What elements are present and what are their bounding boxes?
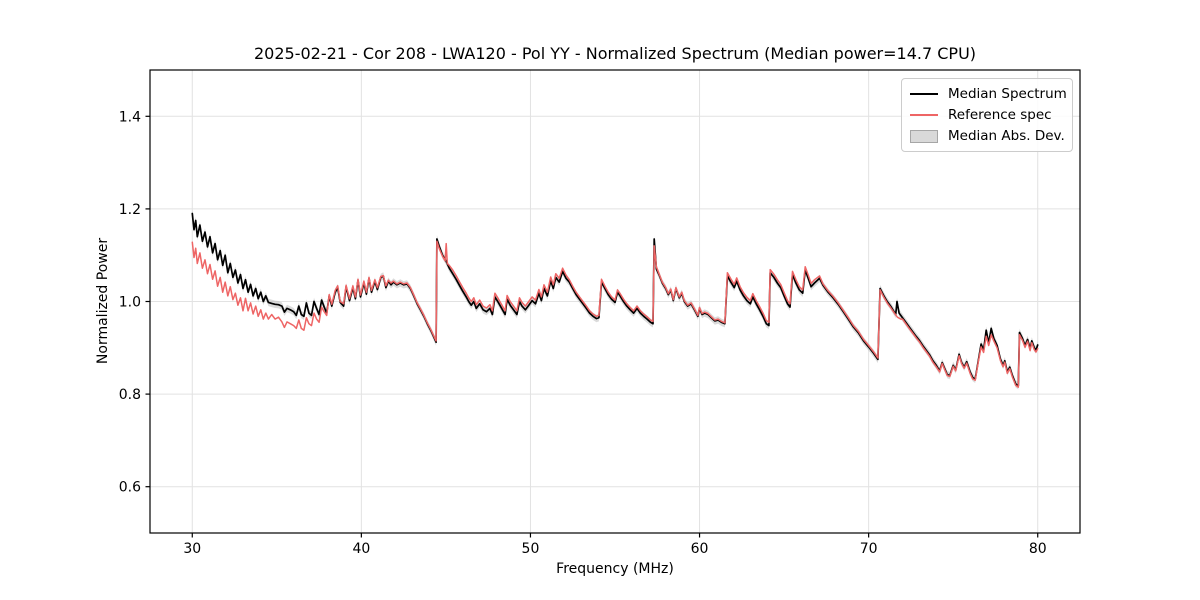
x-tick-label-80: 80	[1029, 541, 1047, 557]
legend-entry-reference-spec: Reference spec	[910, 108, 1062, 122]
median-spectrum-line	[191, 212, 1039, 387]
legend-label: Median Abs. Dev.	[948, 128, 1065, 144]
median-spectrum-line-swatch	[910, 93, 938, 95]
x-tick-label-30: 30	[183, 541, 201, 557]
y-tick-label-1: 1.0	[119, 295, 141, 311]
axis-ticks: 30 40 50 60 70 80 0.6 0.8 1.0 1.2 1.4	[119, 109, 1047, 557]
legend-label: Median Spectrum	[948, 86, 1067, 102]
x-tick-label-60: 60	[691, 541, 709, 557]
x-tick-label-40: 40	[352, 541, 370, 557]
x-axis-label: Frequency (MHz)	[556, 561, 674, 577]
y-tick-label-1.2: 1.2	[119, 202, 141, 218]
y-tick-label-0.6: 0.6	[119, 480, 141, 496]
x-tick-label-70: 70	[860, 541, 878, 557]
y-tick-label-0.8: 0.8	[119, 387, 141, 403]
reference-spec-line	[191, 240, 1039, 388]
chart-title: 2025-02-21 - Cor 208 - LWA120 - Pol YY -…	[253, 44, 977, 63]
reference-spec-line-swatch	[910, 114, 938, 116]
legend-entry-median-abs-dev: Median Abs. Dev.	[910, 128, 1065, 144]
legend-label: Reference spec	[948, 107, 1052, 123]
median-abs-dev-patch-swatch	[910, 129, 938, 143]
legend-entry-median-spectrum: Median Spectrum	[910, 87, 1067, 101]
y-axis-label: Normalized Power	[95, 237, 111, 365]
y-tick-label-1.4: 1.4	[119, 109, 141, 125]
legend: Median Spectrum Reference spec Median Ab…	[901, 78, 1073, 152]
x-tick-label-50: 50	[522, 541, 540, 557]
